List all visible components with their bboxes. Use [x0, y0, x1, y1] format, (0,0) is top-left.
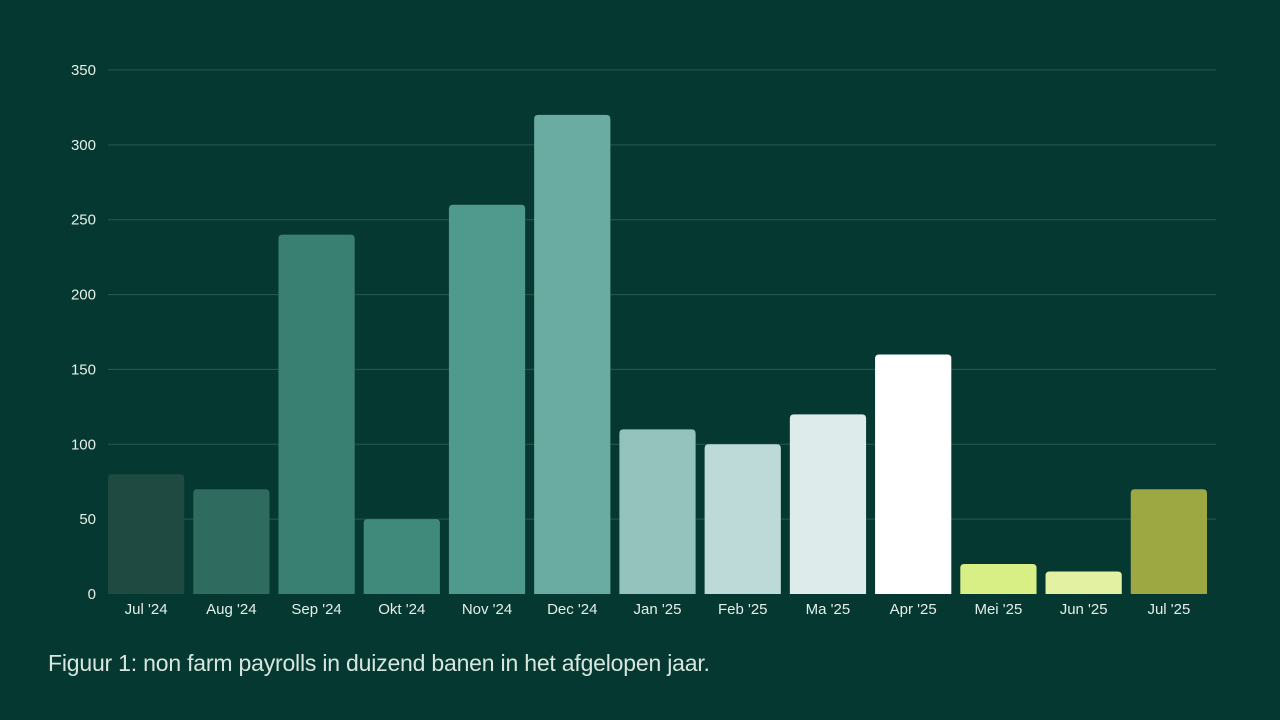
- y-tick-label: 50: [79, 511, 96, 528]
- bar-jan-25: [619, 429, 696, 594]
- x-tick-label: Jul '24: [125, 601, 168, 618]
- bar-dec-24: [534, 114, 611, 595]
- x-tick-label: Apr '25: [890, 601, 937, 618]
- x-tick-label: Ma '25: [806, 601, 851, 618]
- x-tick-label: Aug '24: [206, 601, 256, 618]
- figure-caption: Figuur 1: non farm payrolls in duizend b…: [48, 650, 710, 676]
- x-tick-label: Jul '25: [1147, 601, 1190, 618]
- x-tick-label: Jan '25: [634, 601, 682, 618]
- x-axis-ticks: Jul '24 Aug '24 Sep '24 Okt '24 Nov '24 Dec '…: [125, 601, 1191, 618]
- x-tick-label: Nov '24: [462, 601, 512, 618]
- y-tick-label: 200: [71, 287, 96, 304]
- y-tick-label: 350: [71, 62, 96, 79]
- bar-jul-24: [108, 474, 185, 594]
- bar-nov-24: [448, 204, 526, 594]
- y-tick-label: 300: [71, 137, 96, 154]
- bar-jul-25: [1130, 489, 1207, 594]
- bars: [108, 114, 1207, 595]
- x-tick-label: Okt '24: [378, 601, 425, 618]
- bar-jun-25: [1045, 571, 1122, 594]
- bar-sep-24: [278, 234, 355, 594]
- bar-apr-25: [875, 354, 952, 594]
- y-tick-label: 100: [71, 436, 96, 453]
- x-tick-label: Jun '25: [1060, 601, 1108, 618]
- y-tick-label: 150: [71, 361, 96, 378]
- bar-aug-24: [193, 489, 270, 594]
- x-tick-label: Dec '24: [547, 601, 597, 618]
- bar-chart: 0 50 100 150 200 250 300 350 Jul '24 Aug '24 Sep …: [71, 62, 1216, 618]
- x-tick-label: Sep '24: [291, 601, 341, 618]
- bar-okt-24: [363, 519, 440, 594]
- y-axis-ticks: 0 50 100 150 200 250 300 350: [71, 62, 96, 603]
- bar-ma-25: [789, 414, 867, 594]
- x-tick-label: Mei '25: [974, 601, 1022, 618]
- y-tick-label: 250: [71, 212, 96, 229]
- bar-mei-25: [960, 564, 1037, 594]
- y-tick-label: 0: [88, 586, 96, 603]
- bar-feb-25: [704, 444, 781, 594]
- x-tick-label: Feb '25: [718, 601, 768, 618]
